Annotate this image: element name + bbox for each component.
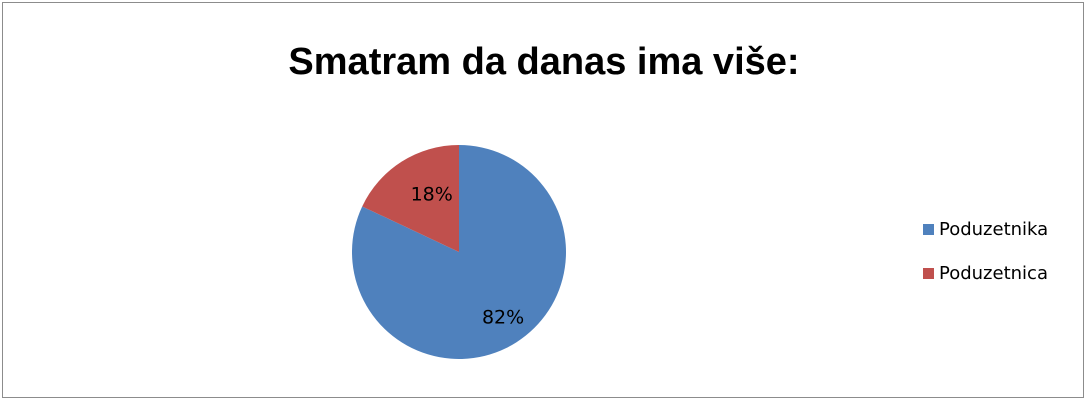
legend-swatch-poduzetnika <box>923 223 934 235</box>
chart-title: Smatram da danas ima više: <box>288 41 800 83</box>
legend: Poduzetnika Poduzetnica <box>923 218 1048 306</box>
pie-slices <box>352 145 567 359</box>
pie-slice-poduzetnika <box>352 145 567 359</box>
legend-swatch-poduzetnica <box>923 267 934 279</box>
legend-label-poduzetnika: Poduzetnika <box>939 218 1049 240</box>
legend-item-poduzetnika: Poduzetnika <box>923 218 1048 240</box>
pie-slice-poduzetnica <box>362 145 459 252</box>
legend-label-poduzetnica: Poduzetnica <box>939 262 1048 284</box>
legend-item-poduzetnica: Poduzetnica <box>923 262 1048 284</box>
data-label-poduzetnica: 18% <box>411 183 453 205</box>
data-label-poduzetnika: 82% <box>482 306 524 328</box>
pie-chart: 82% 18% <box>352 145 567 359</box>
pie-data-labels: 82% 18% <box>411 183 525 328</box>
